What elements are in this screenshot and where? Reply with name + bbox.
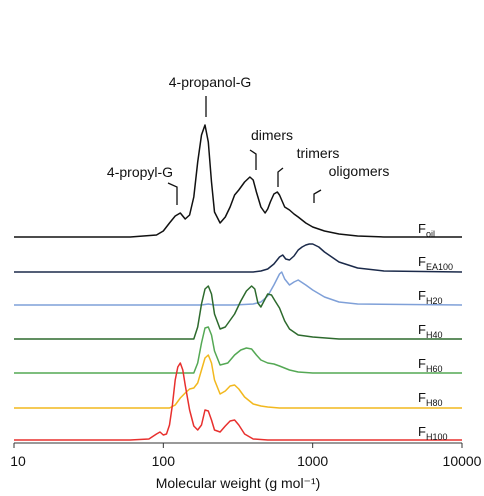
x-tick-label-10000: 10000 bbox=[443, 453, 482, 469]
series-label-oil: Foil bbox=[418, 221, 435, 239]
annotation-4-propyl-g: 4-propyl-G bbox=[107, 164, 173, 180]
x-tick-label-10: 10 bbox=[10, 453, 26, 469]
x-tick-layer: 10 100 1000 10000 bbox=[10, 443, 482, 469]
annotation-oligomers: oligomers bbox=[329, 163, 390, 179]
series-line-h40 bbox=[14, 285, 462, 340]
x-tick-label-1000: 1000 bbox=[297, 453, 328, 469]
annotation-trimers: trimers bbox=[297, 145, 340, 161]
annotation-leader-3 bbox=[277, 167, 284, 187]
series-line-ea100 bbox=[14, 243, 463, 273]
series-line-h60 bbox=[14, 326, 462, 374]
series-label-h60: FH60 bbox=[418, 356, 442, 374]
series-label-layer: Foil FEA100 FH20 FH40 FH60 FH80 FH100 bbox=[418, 221, 453, 442]
series-label-ea100: FEA100 bbox=[418, 254, 453, 272]
x-tick-label-100: 100 bbox=[152, 453, 176, 469]
series-label-h100: FH100 bbox=[418, 424, 447, 442]
annotation-leader-2 bbox=[249, 149, 257, 170]
series-line-h20 bbox=[14, 271, 463, 306]
series-line-h80 bbox=[14, 354, 462, 409]
annotation-4-propanol-g: 4-propanol-G bbox=[169, 74, 252, 90]
series-line-h100 bbox=[14, 362, 462, 441]
series-label-h40: FH40 bbox=[418, 322, 442, 340]
series-layer bbox=[14, 124, 463, 441]
series-label-h20: FH20 bbox=[418, 288, 442, 306]
series-label-h80: FH80 bbox=[418, 390, 442, 408]
x-axis-title: Molecular weight (g mol⁻¹) bbox=[156, 475, 321, 491]
series-line-oil bbox=[14, 124, 462, 238]
annotation-dimers: dimers bbox=[251, 127, 293, 143]
annotation-leader-0 bbox=[167, 182, 178, 205]
annotation-leader-4 bbox=[313, 189, 322, 203]
